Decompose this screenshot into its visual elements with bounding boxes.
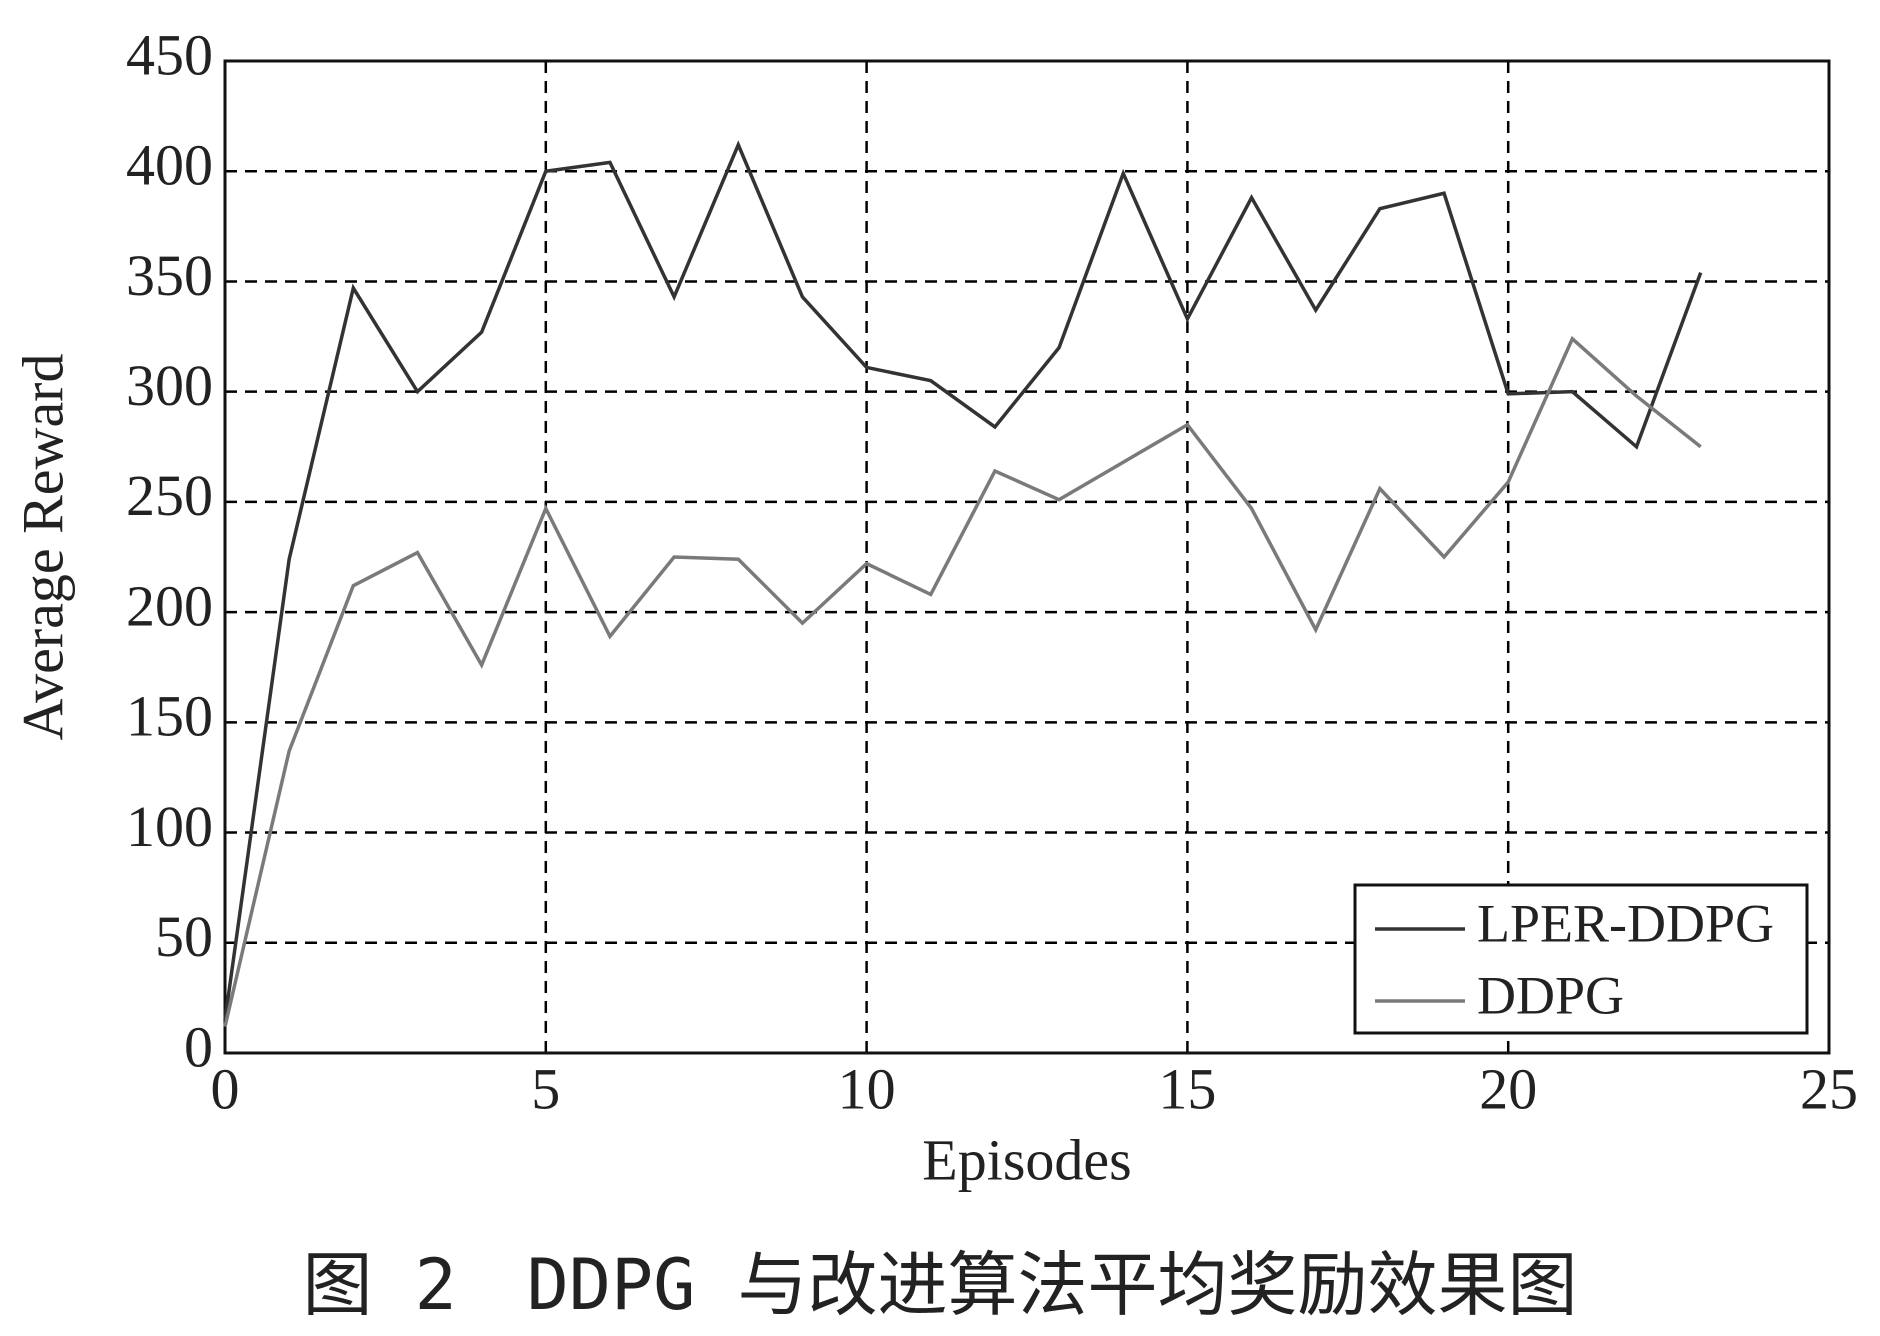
series-line: [223, 140, 1703, 1021]
x-tick-label: 25: [1800, 1056, 1858, 1121]
y-tick-label: 400: [126, 133, 213, 198]
y-tick-label: 150: [126, 684, 213, 749]
y-tick-label: 300: [126, 353, 213, 418]
y-tick-label: 450: [126, 22, 213, 87]
y-tick-label: 0: [184, 1014, 213, 1079]
x-tick-label: 15: [1158, 1056, 1216, 1121]
y-tick-label: 100: [126, 794, 213, 859]
y-axis-label: Average Reward: [10, 354, 75, 741]
y-tick-label: 200: [126, 573, 213, 638]
plot-frame: [223, 59, 1831, 1055]
legend-label: DDPG: [1477, 965, 1624, 1025]
y-tick-label: 250: [126, 463, 213, 528]
y-tick-label: 50: [155, 904, 213, 969]
series-line: [223, 335, 1702, 1027]
x-tick-label: 5: [531, 1056, 560, 1121]
x-tick-label: 10: [838, 1056, 896, 1121]
legend-box: [1353, 883, 1809, 1035]
x-axis-label: Episodes: [922, 1127, 1131, 1192]
x-tick-label: 0: [211, 1056, 240, 1121]
y-tick-label: 350: [126, 243, 213, 308]
caption: 图 2 DDPG 与改进算法平均奖励效果图: [302, 1244, 1577, 1326]
x-tick-label: 20: [1479, 1056, 1537, 1121]
legend-label: LPER-DDPG: [1477, 893, 1774, 953]
